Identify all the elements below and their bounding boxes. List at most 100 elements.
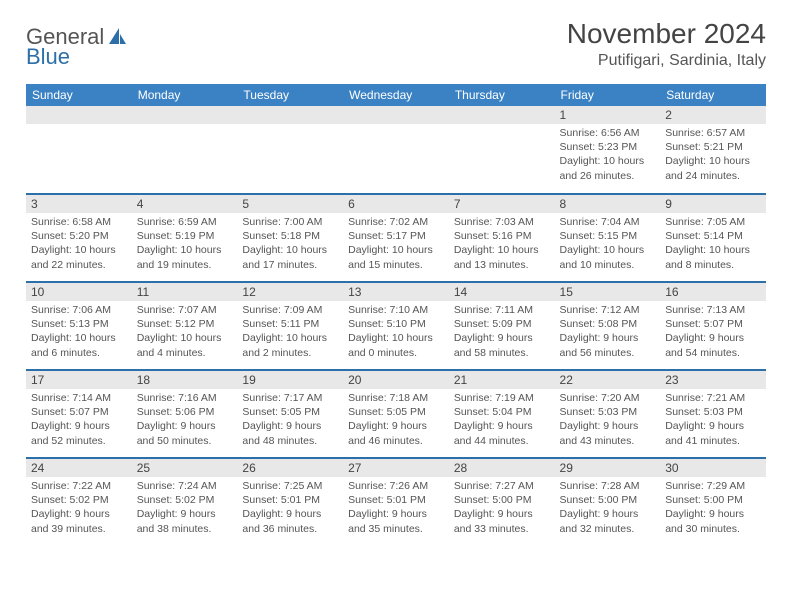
- sunset-line: Sunset: 5:16 PM: [454, 229, 550, 243]
- day-number: 12: [237, 283, 343, 301]
- sunrise-line: Sunrise: 7:22 AM: [31, 479, 127, 493]
- sunset-line: Sunset: 5:07 PM: [31, 405, 127, 419]
- sunrise-line: Sunrise: 6:57 AM: [665, 126, 761, 140]
- day-info: Sunrise: 7:27 AMSunset: 5:00 PMDaylight:…: [449, 477, 555, 540]
- day-info: Sunrise: 7:10 AMSunset: 5:10 PMDaylight:…: [343, 301, 449, 364]
- sunrise-line: Sunrise: 7:13 AM: [665, 303, 761, 317]
- daylight-line: Daylight: 9 hours and 38 minutes.: [137, 507, 233, 535]
- calendar-row: 3Sunrise: 6:58 AMSunset: 5:20 PMDaylight…: [26, 194, 766, 282]
- sunrise-line: Sunrise: 7:27 AM: [454, 479, 550, 493]
- calendar-cell: 23Sunrise: 7:21 AMSunset: 5:03 PMDayligh…: [660, 370, 766, 458]
- calendar-cell: 19Sunrise: 7:17 AMSunset: 5:05 PMDayligh…: [237, 370, 343, 458]
- day-info: Sunrise: 7:21 AMSunset: 5:03 PMDaylight:…: [660, 389, 766, 452]
- daylight-line: Daylight: 9 hours and 58 minutes.: [454, 331, 550, 359]
- calendar-cell: 24Sunrise: 7:22 AMSunset: 5:02 PMDayligh…: [26, 458, 132, 546]
- weekday-header: Saturday: [660, 84, 766, 106]
- calendar-cell: 26Sunrise: 7:25 AMSunset: 5:01 PMDayligh…: [237, 458, 343, 546]
- day-number-empty: [26, 106, 132, 124]
- sunset-line: Sunset: 5:04 PM: [454, 405, 550, 419]
- sunset-line: Sunset: 5:08 PM: [560, 317, 656, 331]
- weekday-header: Tuesday: [237, 84, 343, 106]
- day-number: 10: [26, 283, 132, 301]
- day-info: Sunrise: 6:57 AMSunset: 5:21 PMDaylight:…: [660, 124, 766, 187]
- day-info: Sunrise: 7:24 AMSunset: 5:02 PMDaylight:…: [132, 477, 238, 540]
- day-number-empty: [237, 106, 343, 124]
- weekday-header: Sunday: [26, 84, 132, 106]
- daylight-line: Daylight: 10 hours and 2 minutes.: [242, 331, 338, 359]
- day-info: Sunrise: 7:16 AMSunset: 5:06 PMDaylight:…: [132, 389, 238, 452]
- day-info: Sunrise: 7:12 AMSunset: 5:08 PMDaylight:…: [555, 301, 661, 364]
- daylight-line: Daylight: 9 hours and 41 minutes.: [665, 419, 761, 447]
- weekday-header: Monday: [132, 84, 238, 106]
- day-info: Sunrise: 7:19 AMSunset: 5:04 PMDaylight:…: [449, 389, 555, 452]
- day-number: 8: [555, 195, 661, 213]
- sunset-line: Sunset: 5:07 PM: [665, 317, 761, 331]
- calendar-cell: 2Sunrise: 6:57 AMSunset: 5:21 PMDaylight…: [660, 106, 766, 194]
- calendar-cell: 10Sunrise: 7:06 AMSunset: 5:13 PMDayligh…: [26, 282, 132, 370]
- sunrise-line: Sunrise: 7:10 AM: [348, 303, 444, 317]
- calendar-cell: 25Sunrise: 7:24 AMSunset: 5:02 PMDayligh…: [132, 458, 238, 546]
- daylight-line: Daylight: 9 hours and 44 minutes.: [454, 419, 550, 447]
- sunrise-line: Sunrise: 7:26 AM: [348, 479, 444, 493]
- daylight-line: Daylight: 10 hours and 6 minutes.: [31, 331, 127, 359]
- day-number: 15: [555, 283, 661, 301]
- sunset-line: Sunset: 5:01 PM: [242, 493, 338, 507]
- day-info: Sunrise: 7:00 AMSunset: 5:18 PMDaylight:…: [237, 213, 343, 276]
- sunset-line: Sunset: 5:06 PM: [137, 405, 233, 419]
- day-number: 29: [555, 459, 661, 477]
- day-number: 23: [660, 371, 766, 389]
- sunset-line: Sunset: 5:11 PM: [242, 317, 338, 331]
- day-info: Sunrise: 7:02 AMSunset: 5:17 PMDaylight:…: [343, 213, 449, 276]
- day-info: Sunrise: 7:04 AMSunset: 5:15 PMDaylight:…: [555, 213, 661, 276]
- day-number: 16: [660, 283, 766, 301]
- sail-icon: [107, 26, 127, 49]
- day-info: Sunrise: 7:13 AMSunset: 5:07 PMDaylight:…: [660, 301, 766, 364]
- calendar-header: SundayMondayTuesdayWednesdayThursdayFrid…: [26, 84, 766, 106]
- daylight-line: Daylight: 10 hours and 8 minutes.: [665, 243, 761, 271]
- calendar-cell: 17Sunrise: 7:14 AMSunset: 5:07 PMDayligh…: [26, 370, 132, 458]
- sunrise-line: Sunrise: 6:56 AM: [560, 126, 656, 140]
- sunset-line: Sunset: 5:02 PM: [137, 493, 233, 507]
- daylight-line: Daylight: 9 hours and 39 minutes.: [31, 507, 127, 535]
- sunrise-line: Sunrise: 7:11 AM: [454, 303, 550, 317]
- day-number: 3: [26, 195, 132, 213]
- sunset-line: Sunset: 5:14 PM: [665, 229, 761, 243]
- calendar-row: 17Sunrise: 7:14 AMSunset: 5:07 PMDayligh…: [26, 370, 766, 458]
- daylight-line: Daylight: 9 hours and 43 minutes.: [560, 419, 656, 447]
- calendar-cell: [237, 106, 343, 194]
- day-number: 22: [555, 371, 661, 389]
- sunrise-line: Sunrise: 7:19 AM: [454, 391, 550, 405]
- day-number: 4: [132, 195, 238, 213]
- calendar-cell: 5Sunrise: 7:00 AMSunset: 5:18 PMDaylight…: [237, 194, 343, 282]
- day-number: 21: [449, 371, 555, 389]
- weekday-header: Wednesday: [343, 84, 449, 106]
- calendar-cell: [132, 106, 238, 194]
- sunrise-line: Sunrise: 6:59 AM: [137, 215, 233, 229]
- daylight-line: Daylight: 9 hours and 46 minutes.: [348, 419, 444, 447]
- calendar-cell: 8Sunrise: 7:04 AMSunset: 5:15 PMDaylight…: [555, 194, 661, 282]
- daylight-line: Daylight: 9 hours and 50 minutes.: [137, 419, 233, 447]
- day-info: Sunrise: 7:17 AMSunset: 5:05 PMDaylight:…: [237, 389, 343, 452]
- calendar-cell: 7Sunrise: 7:03 AMSunset: 5:16 PMDaylight…: [449, 194, 555, 282]
- day-number: 17: [26, 371, 132, 389]
- calendar-cell: 15Sunrise: 7:12 AMSunset: 5:08 PMDayligh…: [555, 282, 661, 370]
- daylight-line: Daylight: 10 hours and 0 minutes.: [348, 331, 444, 359]
- day-info: Sunrise: 6:58 AMSunset: 5:20 PMDaylight:…: [26, 213, 132, 276]
- calendar-cell: 14Sunrise: 7:11 AMSunset: 5:09 PMDayligh…: [449, 282, 555, 370]
- calendar-cell: 13Sunrise: 7:10 AMSunset: 5:10 PMDayligh…: [343, 282, 449, 370]
- day-number: 1: [555, 106, 661, 124]
- calendar-cell: [26, 106, 132, 194]
- day-info: Sunrise: 7:28 AMSunset: 5:00 PMDaylight:…: [555, 477, 661, 540]
- day-number: 11: [132, 283, 238, 301]
- sunrise-line: Sunrise: 7:17 AM: [242, 391, 338, 405]
- calendar-cell: 6Sunrise: 7:02 AMSunset: 5:17 PMDaylight…: [343, 194, 449, 282]
- sunset-line: Sunset: 5:09 PM: [454, 317, 550, 331]
- day-info: Sunrise: 7:29 AMSunset: 5:00 PMDaylight:…: [660, 477, 766, 540]
- daylight-line: Daylight: 10 hours and 10 minutes.: [560, 243, 656, 271]
- day-info: Sunrise: 7:03 AMSunset: 5:16 PMDaylight:…: [449, 213, 555, 276]
- weekday-header: Friday: [555, 84, 661, 106]
- brand-part2: Blue: [26, 44, 70, 70]
- daylight-line: Daylight: 10 hours and 13 minutes.: [454, 243, 550, 271]
- day-info: Sunrise: 7:20 AMSunset: 5:03 PMDaylight:…: [555, 389, 661, 452]
- daylight-line: Daylight: 10 hours and 19 minutes.: [137, 243, 233, 271]
